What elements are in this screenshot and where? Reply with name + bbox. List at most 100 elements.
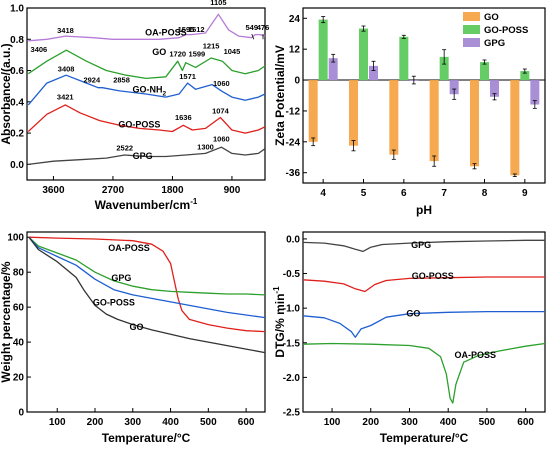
- bar-go: [429, 80, 439, 162]
- x-axis-title-main: Wavenumber/cm: [95, 198, 191, 212]
- peak-arrow: [251, 33, 255, 40]
- peak-label: 1215: [203, 42, 220, 51]
- legend-label: GO: [484, 12, 499, 23]
- bar-go-poss: [359, 28, 368, 81]
- y-tick-label: 0.2: [10, 129, 24, 140]
- x-axis-title: pH: [416, 203, 432, 217]
- series-line-1: [28, 236, 266, 296]
- series-name-label: GO-POSS: [118, 120, 160, 130]
- panel-a-ftir-chart: 3600 2700 1800 900 0.0 0.2 0.4 0.6 0.8 1.0 3418 159…: [0, 0, 269, 212]
- legend-label: GO-POSS: [484, 25, 528, 36]
- series-line-2: [27, 74, 266, 106]
- series-name-label: GO-POSS: [93, 297, 135, 307]
- series-line-3: [28, 236, 266, 354]
- panel-d-dtg-chart: 100 200 300 400 500 600 0.0 -0.5 -1.0 -1.5 -2.0 -2.…: [272, 231, 546, 445]
- series-name-label: GPG: [111, 273, 131, 283]
- plot-frame: [302, 7, 546, 184]
- series-name-label: GPG: [133, 151, 153, 161]
- peak-label: 1074: [212, 107, 230, 116]
- x-tick-label: 2700: [102, 185, 125, 196]
- bar-go: [510, 80, 520, 176]
- series-name-label: GO: [406, 308, 420, 318]
- peak-label: 1045: [224, 47, 241, 56]
- bar-go-poss: [520, 71, 530, 81]
- y-tick-label: 20: [13, 373, 25, 384]
- panel-b-zeta-chart: 24 12 0 -12 -24 -36 4 5 6 7 8 9 GO GO-POSS GPG pH Zeta P…: [273, 7, 546, 217]
- panel-c-tga-chart: 100 200 300 400 500 600 0 20 40 60 80 100 OA-POSS GPG…: [0, 231, 266, 445]
- y-tick-label: -36: [286, 168, 301, 179]
- peak-label: 3421: [57, 92, 74, 101]
- y-tick-label: 60: [13, 303, 25, 314]
- bar-go-poss: [439, 56, 449, 81]
- y-tick-label: -0.5: [283, 269, 301, 280]
- bar-go: [308, 80, 318, 142]
- x-tick-label: 200: [362, 417, 379, 428]
- x-tick-label: 600: [517, 417, 534, 428]
- legend-label: GPG: [484, 38, 505, 49]
- x-tick-label: 200: [87, 417, 104, 428]
- y-tick-label: 0.0: [10, 160, 24, 171]
- x-axis-title: Temperature/°C: [380, 431, 469, 445]
- peak-label: 549: [246, 23, 259, 32]
- series-line-3: [302, 342, 546, 404]
- series-name-main: GO-NH: [132, 84, 162, 94]
- x-tick-label: 400: [440, 417, 457, 428]
- x-tick-label: 7: [441, 188, 447, 199]
- y-tick-label: 40: [13, 338, 25, 349]
- x-axis-title: Wavenumber/cm-1: [95, 197, 198, 212]
- x-tick-label: 1800: [161, 185, 184, 196]
- x-tick-label: 6: [401, 188, 407, 199]
- series-line-1: [27, 49, 266, 80]
- series-name-label: OA-POSS: [145, 27, 187, 37]
- y-tick-label: 12: [289, 45, 301, 56]
- peak-label: 1599: [189, 49, 206, 58]
- peak-label: 3408: [58, 64, 75, 73]
- y-tick-label: 0: [294, 76, 300, 87]
- x-tick-label: 100: [49, 417, 66, 428]
- x-tick-label: 500: [200, 417, 217, 428]
- y-tick-label: 80: [13, 268, 25, 279]
- series-name-label: OA-POSS: [108, 243, 150, 253]
- x-tick-label: 8: [482, 188, 488, 199]
- y-tick-label: 0.6: [10, 66, 24, 77]
- x-tick-label: 300: [401, 417, 418, 428]
- series-name-label: GO: [152, 47, 166, 57]
- legend-swatch: [463, 38, 480, 47]
- y-tick-label: 100: [7, 233, 24, 244]
- peak-label: 1636: [175, 113, 192, 122]
- series-line-4: [28, 146, 266, 166]
- y-tick-label: -1.0: [283, 304, 301, 315]
- y-tick-label: 1.0: [10, 4, 24, 15]
- series-line-2: [28, 236, 266, 319]
- bar-gpg: [490, 80, 499, 97]
- y-axis-title-main: DTG/% min: [273, 294, 287, 358]
- peak-label: 3406: [31, 45, 48, 54]
- peak-label: 1060: [213, 79, 230, 88]
- y-tick-label: 0: [18, 408, 24, 419]
- x-tick-label: 900: [224, 185, 241, 196]
- bar-gpg: [530, 80, 540, 105]
- y-tick-label: -12: [286, 106, 301, 117]
- x-tick-label: 5: [361, 188, 367, 199]
- y-axis-title-sup: -1: [272, 286, 281, 294]
- x-tick-label: 500: [479, 417, 496, 428]
- y-axis-title: Weight percentage/%: [0, 261, 13, 382]
- series-name-label: GO-NH2: [132, 84, 166, 97]
- peak-label: 1105: [210, 0, 226, 7]
- peak-label: 1060: [213, 135, 230, 144]
- x-tick-label: 400: [162, 417, 179, 428]
- peak-label: 1720: [169, 49, 186, 58]
- y-tick-label: 24: [289, 14, 301, 25]
- series-name-sub: 2: [162, 90, 166, 97]
- bar-gpg: [449, 80, 459, 95]
- bar-go-poss: [480, 62, 489, 81]
- legend-swatch: [463, 12, 480, 21]
- x-tick-label: 600: [238, 417, 255, 428]
- x-tick-label: 4: [320, 188, 326, 199]
- bar-gpg: [328, 58, 338, 81]
- bar-go-poss: [318, 19, 328, 81]
- bar-go: [389, 80, 399, 155]
- x-tick-label: 100: [324, 417, 341, 428]
- peak-label: 1300: [197, 143, 214, 152]
